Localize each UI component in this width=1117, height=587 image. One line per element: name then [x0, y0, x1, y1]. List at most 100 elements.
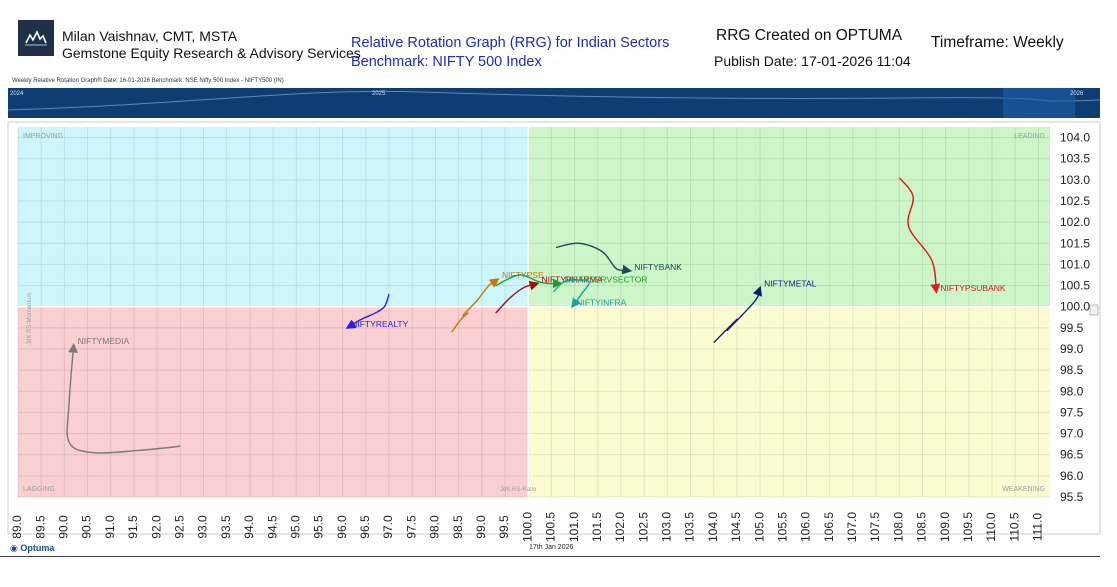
x-tick-label: 92.0	[149, 515, 163, 539]
chart-subheader: Weekly Relative Rotation Graph® Date: 16…	[12, 78, 284, 84]
rrg-tail-niftybank	[555, 242, 633, 275]
x-tick-label: 104.5	[729, 512, 743, 542]
timeline-label: 2026	[1070, 91, 1084, 97]
chart-title-block: Relative Rotation Graph (RRG) for Indian…	[351, 34, 669, 72]
x-tick-label: 98.0	[428, 515, 442, 539]
x-tick-label: 95.5	[312, 515, 326, 539]
x-tick-label: 105.5	[775, 512, 789, 542]
rrg-tail-niftyrealty	[345, 293, 390, 329]
rrg-tail-niftypse	[451, 278, 500, 333]
company-name: Gemstone Equity Research & Advisory Serv…	[62, 45, 361, 61]
x-tick-label: 105.0	[752, 512, 766, 542]
timeline-band	[8, 88, 1100, 118]
y-tick-label: 97.0	[1060, 427, 1084, 441]
x-tick-label: 96.5	[358, 515, 372, 539]
timeframe-label: Timeframe: Weekly	[931, 34, 1064, 51]
quadrant-weakening	[528, 306, 1050, 497]
rrg-label-niftyservsector: NIFTYSERVSECTOR	[565, 274, 648, 284]
y-tick-label: 102.0	[1060, 215, 1090, 229]
x-tick-label: 103.5	[683, 512, 697, 542]
optuma-brand-text: Optuma	[20, 543, 55, 553]
benchmark-label: Benchmark: NIFTY 500 Index	[351, 54, 542, 70]
y-tick-label: 102.5	[1060, 194, 1090, 208]
quadrant-lagging	[18, 306, 529, 497]
author-name: Milan Vaishnav, CMT, MSTA	[62, 28, 238, 44]
x-tick-label: 97.5	[404, 515, 418, 539]
x-tick-label: 89.0	[10, 515, 24, 539]
x-tick-label: 93.0	[196, 515, 210, 539]
y-tick-label: 103.0	[1060, 173, 1090, 187]
rrg-label-niftymedia: NIFTYMEDIA	[78, 336, 130, 346]
y-tick-label: 96.5	[1060, 448, 1084, 462]
y-tick-label: 99.5	[1060, 321, 1084, 335]
x-tick-label: 92.5	[173, 515, 187, 539]
x-tick-label: 106.0	[799, 512, 813, 542]
x-tick-label: 99.5	[497, 515, 511, 539]
x-tick-label: 103.0	[660, 512, 674, 542]
y-axis-label: JdK RS-Momentum	[27, 293, 33, 345]
quadrant-improving	[18, 127, 529, 307]
quadrant-label: WEAKENING	[1002, 486, 1045, 493]
author-block: Milan Vaishnav, CMT, MSTA Gemstone Equit…	[62, 28, 361, 62]
x-tick-label: 107.5	[868, 512, 882, 542]
timeline-label: 2024	[10, 91, 24, 97]
created-on-label: RRG Created on OPTUMA	[716, 27, 903, 44]
x-tick-label: 91.0	[103, 515, 117, 539]
x-tick-label: 106.5	[822, 512, 836, 542]
y-tick-label: 98.5	[1060, 363, 1084, 377]
logo-icon	[25, 30, 47, 46]
rrg-label-niftyinfra: NIFTYINFRA	[576, 298, 626, 308]
rrg-label-niftypsubank: NIFTYPSUBANK	[940, 283, 1006, 293]
x-tick-label: 89.5	[33, 515, 47, 539]
x-axis-label: JdK RS-Ratio	[500, 487, 537, 493]
publish-date-label: Publish Date: 17-01-2026 11:04	[714, 53, 911, 69]
x-tick-label: 99.0	[474, 515, 488, 539]
quadrant-label: IMPROVING	[23, 133, 63, 140]
x-tick-label: 108.0	[891, 512, 905, 542]
x-tick-label: 109.5	[961, 512, 975, 542]
y-tick-label: 95.5	[1060, 490, 1084, 504]
y-tick-label: 101.5	[1060, 236, 1090, 250]
optuma-logo-icon: ◉	[10, 543, 18, 553]
timeline-selection	[1003, 88, 1075, 118]
y-tick-label: 100.0	[1060, 300, 1090, 314]
quadrant-label: LAGGING	[23, 486, 55, 493]
rrg-label-niftyrealty: NIFTYREALTY	[351, 319, 408, 329]
y-tick-label: 103.5	[1060, 152, 1090, 166]
y-tick-label: 99.0	[1060, 342, 1084, 356]
x-tick-label: 107.0	[845, 512, 859, 542]
x-tick-label: 104.0	[706, 512, 720, 542]
x-tick-label: 93.5	[219, 515, 233, 539]
footer-divider	[0, 556, 1100, 557]
rrg-label-niftymetal: NIFTYMETAL	[764, 279, 817, 289]
x-tick-label: 101.5	[590, 512, 604, 542]
rrg-label-niftybank: NIFTYBANK	[634, 262, 682, 272]
author-logo	[18, 20, 54, 56]
rrg-tail-niftypharma	[495, 281, 540, 314]
x-tick-label: 101.0	[567, 512, 581, 542]
footer-date: 17th Jan 2026	[529, 544, 574, 551]
optuma-brand: ◉ Optuma	[10, 543, 54, 554]
rrg-tail-niftymetal	[713, 285, 763, 344]
rrg-tail-niftyinfra	[553, 279, 590, 309]
y-tick-label: 100.5	[1060, 279, 1090, 293]
y-tick-label: 101.0	[1060, 257, 1090, 271]
x-tick-label: 102.5	[636, 512, 650, 542]
x-tick-label: 98.5	[451, 515, 465, 539]
x-tick-label: 90.5	[80, 515, 94, 539]
timeline-label: 2025	[372, 91, 386, 97]
quadrant-leading	[528, 127, 1050, 307]
x-tick-label: 102.0	[613, 512, 627, 542]
y-tick-label: 97.5	[1060, 405, 1084, 419]
quadrant-label: LEADING	[1014, 133, 1045, 140]
rrg-tail-niftyservsector	[495, 274, 563, 289]
x-tick-label: 95.0	[288, 515, 302, 539]
x-tick-label: 97.0	[381, 515, 395, 539]
y-tick-label: 98.0	[1060, 384, 1084, 398]
rrg-tail-niftypsubank	[898, 177, 941, 294]
y-tick-label: 104.0	[1060, 131, 1090, 145]
x-tick-label: 94.0	[242, 515, 256, 539]
y-tick-label: 96.0	[1060, 469, 1084, 483]
x-tick-label: 110.5	[1007, 512, 1021, 541]
